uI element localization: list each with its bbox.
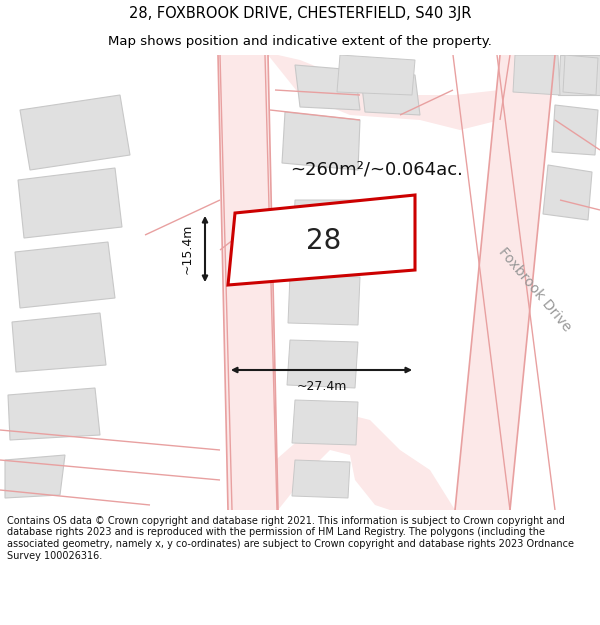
Polygon shape <box>360 70 420 115</box>
Polygon shape <box>12 313 106 372</box>
Polygon shape <box>282 112 360 170</box>
Polygon shape <box>5 455 65 498</box>
Polygon shape <box>228 415 455 510</box>
Text: Contains OS data © Crown copyright and database right 2021. This information is : Contains OS data © Crown copyright and d… <box>7 516 574 561</box>
Text: Map shows position and indicative extent of the property.: Map shows position and indicative extent… <box>108 35 492 48</box>
Polygon shape <box>268 55 500 130</box>
Polygon shape <box>543 165 592 220</box>
Polygon shape <box>513 55 560 95</box>
Polygon shape <box>8 388 100 440</box>
Polygon shape <box>15 242 115 308</box>
Polygon shape <box>292 400 358 445</box>
Polygon shape <box>563 55 598 95</box>
Polygon shape <box>287 340 358 388</box>
Polygon shape <box>455 55 555 510</box>
Polygon shape <box>337 55 415 95</box>
Polygon shape <box>18 168 122 238</box>
Polygon shape <box>218 55 278 510</box>
Text: 28, FOXBROOK DRIVE, CHESTERFIELD, S40 3JR: 28, FOXBROOK DRIVE, CHESTERFIELD, S40 3J… <box>129 6 471 21</box>
Text: 28: 28 <box>305 227 341 255</box>
Text: ~260m²/~0.064ac.: ~260m²/~0.064ac. <box>290 161 463 179</box>
Polygon shape <box>288 275 360 325</box>
Polygon shape <box>20 95 130 170</box>
Text: Foxbrook Drive: Foxbrook Drive <box>496 246 574 334</box>
Text: ~15.4m: ~15.4m <box>181 224 193 274</box>
Polygon shape <box>552 105 598 155</box>
Polygon shape <box>558 55 600 95</box>
Polygon shape <box>293 200 370 245</box>
Polygon shape <box>228 195 415 285</box>
Polygon shape <box>295 65 360 110</box>
Polygon shape <box>292 460 350 498</box>
Text: ~27.4m: ~27.4m <box>296 379 347 392</box>
